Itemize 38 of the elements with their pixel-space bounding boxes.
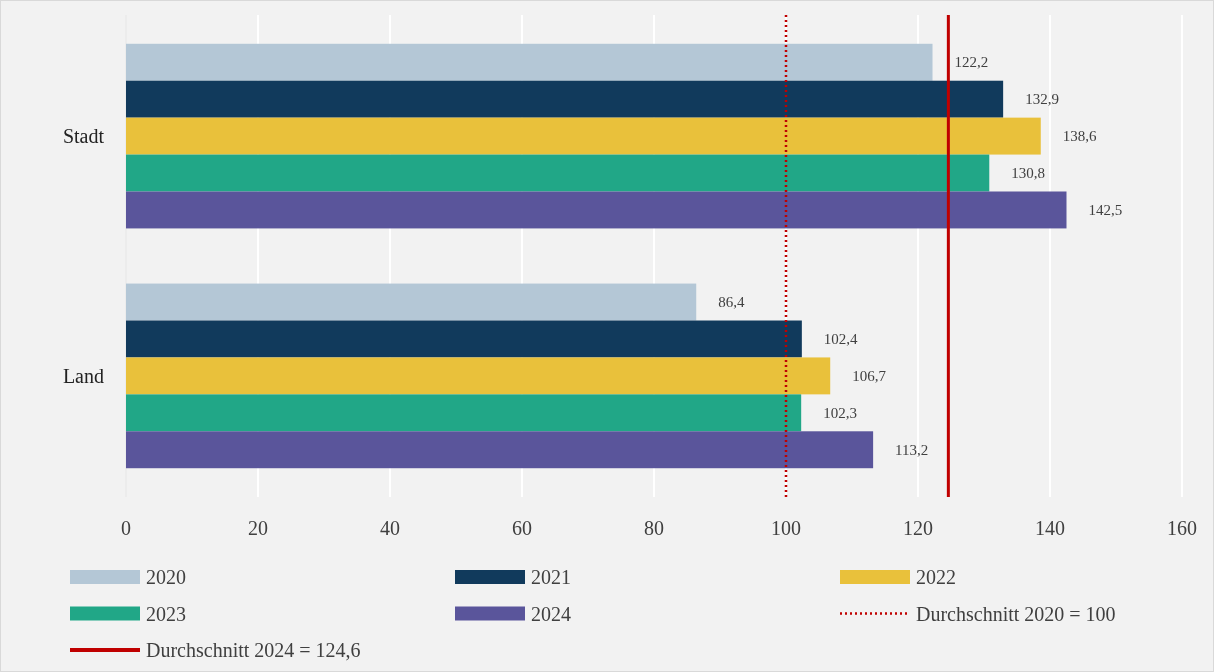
data-label: 102,3 xyxy=(823,405,857,422)
x-tick-label: 80 xyxy=(644,517,664,539)
data-label: 122,2 xyxy=(954,54,989,71)
x-tick-label: 20 xyxy=(248,517,268,539)
data-label: 106,7 xyxy=(852,368,887,385)
bar xyxy=(126,43,933,81)
legend-label: 2023 xyxy=(146,602,186,625)
legend-label: Durchschnitt 2020 = 100 xyxy=(916,602,1116,625)
x-tick-label: 60 xyxy=(512,517,532,539)
x-tick-label: 140 xyxy=(1035,517,1065,539)
legend-label: 2020 xyxy=(146,566,186,588)
bar xyxy=(126,357,831,395)
x-tick-label: 120 xyxy=(903,517,933,539)
legend-label: 2022 xyxy=(916,566,956,588)
x-tick-label: 40 xyxy=(380,517,400,539)
data-label: 102,4 xyxy=(823,331,859,348)
legend-label: 2024 xyxy=(531,602,571,625)
legend-label: Durchschnitt 2024 = 124,6 xyxy=(146,639,361,661)
bar xyxy=(126,320,802,358)
data-label: 142,5 xyxy=(1088,202,1123,219)
x-tick-label: 100 xyxy=(771,517,801,539)
bar xyxy=(126,431,874,469)
x-tick-label: 0 xyxy=(121,517,131,539)
bar xyxy=(126,154,990,192)
legend-label: 2021 xyxy=(531,566,571,588)
bar xyxy=(126,117,1041,155)
y-tick-label: Land xyxy=(62,364,104,387)
data-label: 138,6 xyxy=(1062,128,1098,145)
data-label: 132,9 xyxy=(1025,91,1059,108)
bar xyxy=(126,394,802,432)
y-tick-label: Stadt xyxy=(62,125,105,148)
data-label: 113,2 xyxy=(895,442,929,459)
bar xyxy=(126,283,697,321)
data-label: 130,8 xyxy=(1011,165,1046,182)
bar xyxy=(126,191,1067,229)
bar xyxy=(126,80,1004,118)
x-tick-label: 160 xyxy=(1167,517,1197,539)
data-label: 86,4 xyxy=(718,294,745,311)
